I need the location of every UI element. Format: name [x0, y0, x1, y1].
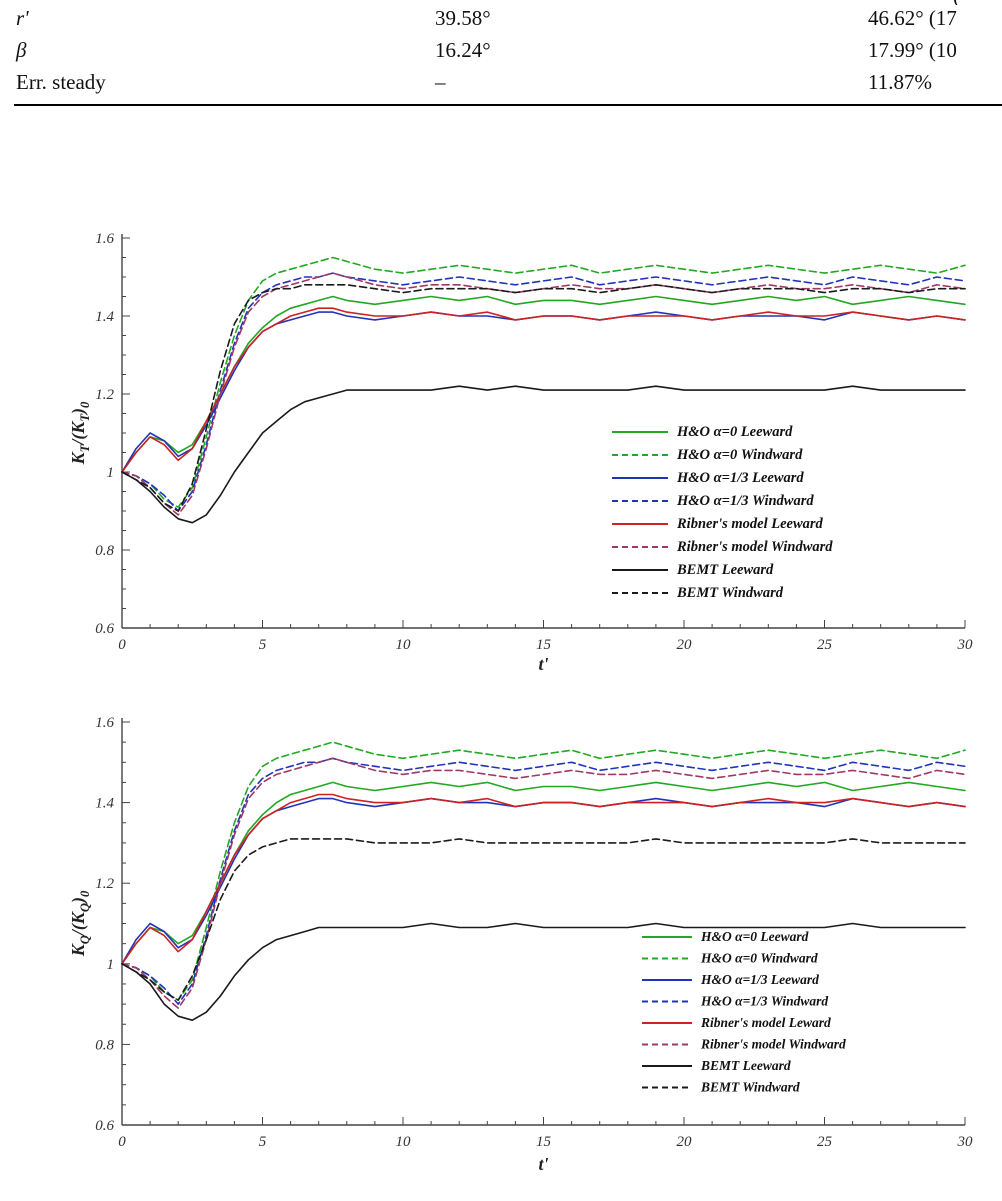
- table-row: r' 39.58° 46.62° (17: [0, 6, 1002, 36]
- svg-text:1.6: 1.6: [95, 231, 114, 247]
- legend-entry-label: H&O α=0 Windward: [700, 951, 818, 966]
- series-line: [121, 838, 966, 1001]
- row-value-2: 17.99° (10: [868, 38, 957, 62]
- series-line: [121, 256, 966, 508]
- series-line: [121, 311, 966, 473]
- y-axis-label: KT/(KT)0: [68, 401, 92, 465]
- svg-text:25: 25: [817, 637, 833, 653]
- torque-ratio-chart: 0 5 10 15 20 25 30 0.6 0.8 1 1.2 1.4 1.6 t' KQ/(KQ)0 H&…: [68, 715, 973, 1174]
- svg-text:1.2: 1.2: [95, 387, 114, 403]
- legend-entry-label: H&O α=1/3 Windward: [700, 994, 828, 1009]
- row-value-1: 39.58°: [435, 6, 491, 30]
- legend-entry-label: BEMT Windward: [700, 1080, 800, 1095]
- axes: [121, 718, 965, 1126]
- svg-text:1.4: 1.4: [95, 796, 114, 812]
- legend-entry-label: H&O α=0 Leeward: [700, 929, 809, 944]
- table-partial-row: (: [0, 0, 1002, 5]
- row-label: β: [16, 38, 27, 62]
- axes: [121, 234, 965, 629]
- legend: H&O α=0 Leeward H&O α=0 Windward H&O α=1/3…: [642, 929, 846, 1095]
- legend-entry-label: H&O α=1/3 Leeward: [676, 470, 804, 486]
- legend-entry-label: H&O α=1/3 Windward: [676, 493, 814, 509]
- svg-text:1: 1: [107, 957, 115, 973]
- svg-text:10: 10: [396, 1134, 412, 1150]
- svg-text:15: 15: [536, 1134, 552, 1150]
- tick-labels: 0 5 10 15 20 25 30 0.6 0.8 1 1.2 1.4 1.6: [95, 231, 973, 653]
- series-line: [121, 272, 966, 516]
- svg-text:10: 10: [396, 637, 412, 653]
- svg-text:15: 15: [536, 637, 552, 653]
- series-lines: [121, 741, 966, 1021]
- legend-entry-label: BEMT Leeward: [700, 1058, 791, 1073]
- tick-marks: [121, 721, 966, 1126]
- series-line: [121, 757, 966, 1009]
- row-label: Err. steady: [16, 70, 106, 94]
- svg-text:5: 5: [259, 637, 267, 653]
- legend: H&O α=0 Leeward H&O α=0 Windward H&O α=1/3…: [612, 424, 833, 601]
- svg-text:0: 0: [118, 1134, 126, 1150]
- svg-text:1.2: 1.2: [95, 876, 114, 892]
- svg-text:1.4: 1.4: [95, 309, 114, 325]
- svg-text:25: 25: [817, 1134, 833, 1150]
- svg-text:30: 30: [957, 1134, 974, 1150]
- legend-entry-label: Ribner's model Windward: [700, 1037, 846, 1052]
- tick-labels: 0 5 10 15 20 25 30 0.6 0.8 1 1.2 1.4 1.6: [95, 715, 973, 1150]
- series-line: [121, 284, 966, 512]
- svg-text:1: 1: [107, 465, 115, 481]
- series-line: [121, 272, 966, 512]
- series-line: [121, 922, 966, 1021]
- svg-text:0: 0: [118, 637, 126, 653]
- y-axis-label: KQ/(KQ)0: [68, 890, 92, 957]
- series-line: [121, 781, 966, 965]
- row-value-2: 46.62° (17: [868, 6, 957, 30]
- legend-entry-label: Ribner's model Windward: [676, 539, 833, 555]
- svg-text:1.6: 1.6: [95, 715, 114, 731]
- table-row: β 16.24° 17.99° (10: [0, 38, 1002, 68]
- legend-entry-label: H&O α=1/3 Leeward: [700, 972, 819, 987]
- legend-entry-label: BEMT Leeward: [676, 562, 774, 578]
- series-line: [121, 307, 966, 473]
- svg-text:20: 20: [677, 1134, 693, 1150]
- legend-entry-label: Ribner's model Leeward: [676, 516, 824, 532]
- row-value-1: 16.24°: [435, 38, 491, 62]
- table-row: Err. steady – 11.87%: [0, 70, 1002, 100]
- svg-text:0.6: 0.6: [95, 1118, 114, 1134]
- table-bottom-rule: [14, 104, 1002, 106]
- svg-text:5: 5: [259, 1134, 267, 1150]
- row-value-2: 11.87%: [868, 70, 932, 94]
- row-value-1: –: [435, 70, 446, 94]
- series-line: [121, 797, 966, 965]
- table-cell-fragment: (: [953, 0, 960, 5]
- legend-entry-label: Ribner's model Leward: [700, 1015, 831, 1030]
- svg-text:0.8: 0.8: [95, 543, 114, 559]
- row-label: r': [16, 6, 29, 30]
- svg-text:30: 30: [957, 637, 974, 653]
- svg-text:20: 20: [677, 637, 693, 653]
- series-lines: [121, 256, 966, 524]
- x-axis-label: t': [538, 1154, 548, 1174]
- legend-entry-label: BEMT Windward: [676, 585, 784, 601]
- thrust-ratio-chart: 0 5 10 15 20 25 30 0.6 0.8 1 1.2 1.4 1.6 t' KT/(KT)0 H&…: [68, 231, 973, 674]
- series-line: [121, 793, 966, 965]
- legend-entry-label: H&O α=0 Windward: [676, 447, 803, 463]
- series-line: [121, 295, 966, 473]
- svg-text:0.8: 0.8: [95, 1037, 114, 1053]
- series-line: [121, 757, 966, 1005]
- series-line: [121, 385, 966, 524]
- legend-entry-label: H&O α=0 Leeward: [676, 424, 793, 440]
- x-axis-label: t': [538, 654, 548, 674]
- svg-text:0.6: 0.6: [95, 621, 114, 637]
- series-line: [121, 741, 966, 1001]
- tick-marks: [121, 237, 966, 629]
